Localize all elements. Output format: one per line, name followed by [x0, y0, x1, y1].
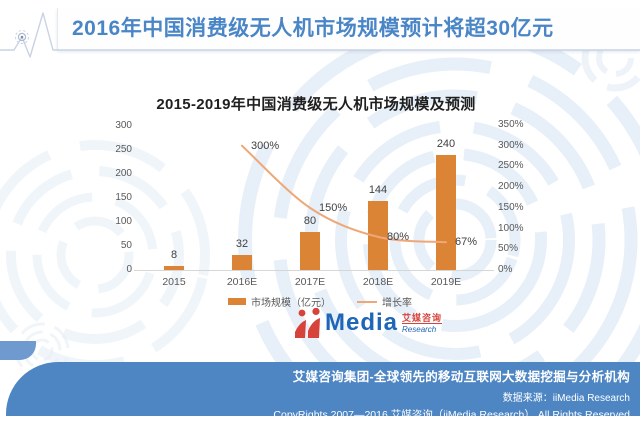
iimedia-people-icon — [295, 308, 320, 338]
right-axis-tick: 300% — [498, 139, 524, 151]
left-axis-tick: 200 — [115, 168, 132, 179]
bar-value-label: 32 — [235, 238, 249, 250]
bar-swatch-icon — [228, 298, 246, 305]
growth-rate-point-label: 80% — [387, 230, 410, 243]
x-axis-line — [134, 270, 494, 271]
growth-rate-point-label: 300% — [251, 139, 280, 152]
footer-corner-decor — [0, 341, 36, 360]
chart-legend: 市场规模（亿元） 增长率 — [0, 294, 640, 309]
footer-data-source: 数据来源：iiMedia Research — [502, 393, 630, 404]
x-axis-category-label: 2015 — [162, 276, 186, 288]
right-axis-tick: 250% — [498, 160, 524, 172]
left-axis-tick: 300 — [115, 120, 132, 131]
bar-value-label: 8 — [170, 249, 178, 261]
right-axis-tick: 350% — [498, 119, 524, 130]
footer-tagline: 艾媒咨询集团-全球领先的移动互联网大数据挖掘与分析机构 — [292, 370, 630, 384]
footer-copyright: CopyRights 2007—2016 艾媒咨询（iiMedia Resear… — [273, 409, 630, 421]
right-axis-tick: 200% — [498, 181, 524, 193]
legend-label: 增长率 — [382, 298, 412, 309]
bar-value-label: 144 — [368, 184, 388, 196]
left-axis-tick: 0 — [126, 264, 132, 275]
line-swatch-icon — [357, 300, 377, 303]
legend-item-growth-rate: 增长率 — [357, 294, 412, 309]
growth-rate-point-label: 67% — [455, 236, 478, 249]
left-axis-tick: 100 — [115, 216, 132, 227]
logo-cn-text: 艾媒咨询 — [402, 313, 443, 323]
left-axis-tick: 250 — [115, 144, 132, 155]
x-axis-category-label: 2019E — [430, 276, 462, 288]
right-axis-tick: 100% — [498, 222, 524, 234]
bar — [436, 155, 456, 270]
bar-value-label: 240 — [436, 138, 456, 150]
logo-media-text: Media — [325, 309, 399, 336]
x-axis-category-label: 2016E — [226, 276, 258, 288]
bar — [368, 201, 388, 270]
legend-item-market-size: 市场规模（亿元） — [228, 294, 331, 309]
bar-value-label: 80 — [303, 215, 317, 227]
legend-label: 市场规模（亿元） — [251, 298, 331, 309]
pulse-node-icon — [15, 30, 29, 44]
chart-title: 2015-2019年中国消费级无人机市场规模及预测 — [156, 96, 476, 113]
footer-text: 艾媒咨询集团-全球领先的移动互联网大数据挖掘与分析机构 数据来源：iiMedia… — [273, 366, 630, 422]
left-axis-tick: 150 — [115, 192, 132, 203]
left-axis-tick: 50 — [120, 240, 132, 251]
x-axis-category-label: 2018E — [362, 276, 394, 288]
right-axis-tick: 50% — [498, 243, 519, 255]
bar — [232, 255, 252, 270]
right-axis-tick: 150% — [498, 201, 524, 213]
iimedia-logo: Media 艾媒咨询 Research — [293, 308, 443, 342]
bar — [300, 232, 320, 270]
slide-title: 2016年中国消费级无人机市场规模预计将超30亿元 — [72, 17, 554, 40]
growth-rate-point-label: 150% — [319, 201, 348, 214]
slide-title-banner: 2016年中国消费级无人机市场规模预计将超30亿元 — [57, 8, 640, 50]
right-axis-tick: 0% — [498, 264, 513, 275]
logo-research-text: Research — [402, 323, 443, 334]
x-axis-category-label: 2017E — [294, 276, 326, 288]
